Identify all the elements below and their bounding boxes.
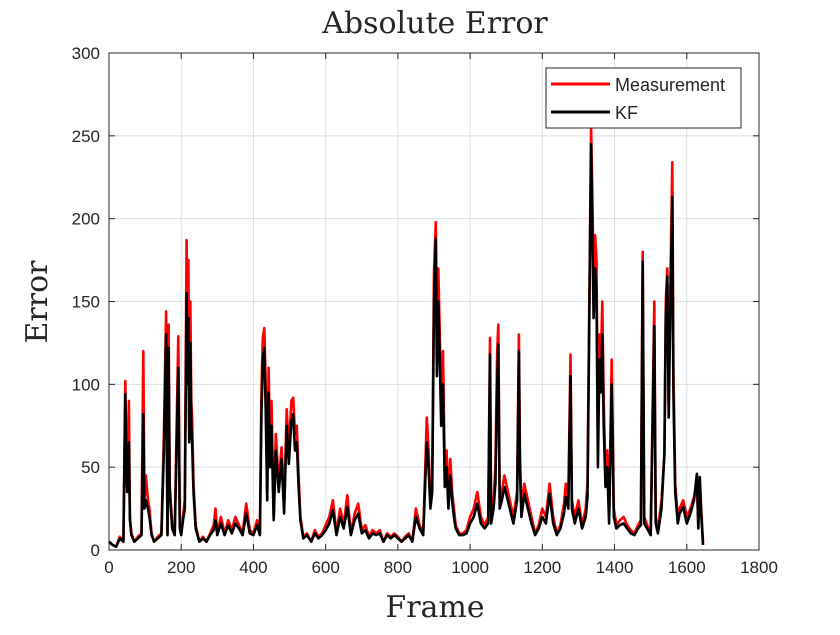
y-tick-label: 50 bbox=[81, 458, 100, 477]
legend-label-kf: KF bbox=[615, 103, 638, 123]
y-tick-label: 100 bbox=[72, 375, 100, 394]
series-line-kf bbox=[108, 142, 705, 548]
legend: Measurement KF bbox=[545, 67, 742, 129]
legend-box bbox=[545, 67, 742, 129]
x-tick-label: 600 bbox=[311, 558, 339, 577]
series-layer bbox=[108, 126, 705, 548]
x-tick-label: 1800 bbox=[740, 558, 778, 577]
y-tick-label: 0 bbox=[91, 541, 100, 560]
x-tick-label: 800 bbox=[384, 558, 412, 577]
y-tick-label: 200 bbox=[72, 210, 100, 229]
x-tick-label: 1400 bbox=[596, 558, 634, 577]
x-tick-label: 0 bbox=[104, 558, 113, 577]
legend-label-measurement: Measurement bbox=[615, 75, 725, 95]
chart-title: Absolute Error bbox=[321, 6, 548, 41]
x-tick-label: 200 bbox=[167, 558, 195, 577]
tick-labels: 0 200 400 600 800 1000 1200 1400 1600 1800 0 50 100 1… bbox=[72, 44, 778, 577]
y-tick-label: 150 bbox=[72, 293, 100, 312]
y-tick-label: 300 bbox=[72, 44, 100, 63]
y-tick-label: 250 bbox=[72, 127, 100, 146]
y-axis-label: Error bbox=[20, 260, 55, 344]
x-tick-label: 400 bbox=[239, 558, 267, 577]
x-tick-label: 1200 bbox=[523, 558, 561, 577]
x-tick-label: 1000 bbox=[451, 558, 489, 577]
x-axis-label: Frame bbox=[385, 590, 484, 625]
x-tick-label: 1600 bbox=[668, 558, 706, 577]
axis-ticks bbox=[108, 52, 760, 551]
